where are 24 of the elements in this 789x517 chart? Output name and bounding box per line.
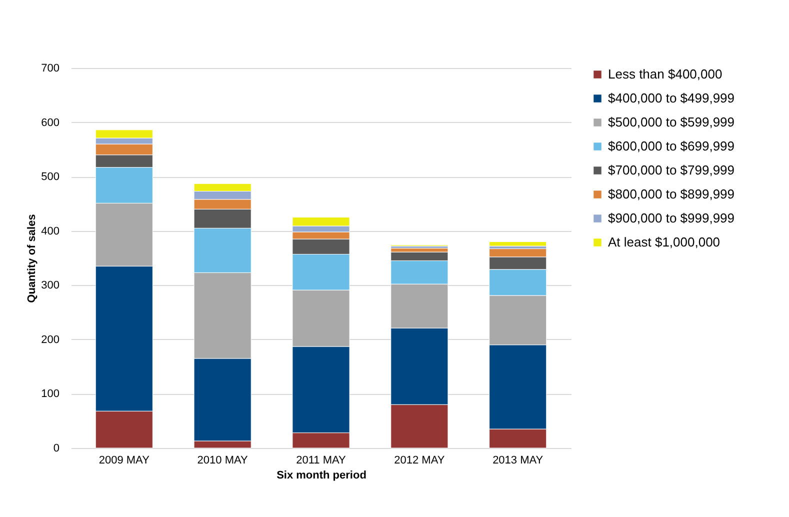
y-tick-label: 600 (41, 116, 60, 129)
legend-label: $700,000 to $799,999 (608, 162, 735, 178)
legend-label: At least $1,000,000 (608, 234, 720, 250)
x-tick-label: 2013 MAY (492, 454, 544, 466)
legend-label: Less than $400,000 (608, 66, 722, 82)
legend-label: $800,000 to $899,999 (608, 186, 735, 202)
bar (489, 241, 547, 246)
y-tick-label: 400 (41, 225, 60, 238)
x-tick-label: 2010 MAY (197, 454, 249, 466)
y-tick-label: 0 (53, 442, 60, 454)
legend-label: $400,000 to $499,999 (608, 90, 735, 106)
y-tick-label: 100 (41, 388, 60, 400)
x-tick-label: 2011 MAY (296, 454, 347, 466)
legend-label: $600,000 to $699,999 (608, 138, 735, 154)
x-axis-title: Six month period (276, 470, 366, 482)
x-tick-label: 2012 MAY (394, 454, 446, 466)
x-tick-label: 2009 MAY (98, 454, 150, 466)
y-tick-label: 700 (41, 62, 60, 74)
y-tick-label: 500 (41, 171, 60, 184)
y-axis-title: Quantity of sales (26, 214, 38, 303)
legend-label: $500,000 to $599,999 (608, 114, 735, 130)
legend-label: $900,000 to $999,999 (608, 210, 735, 226)
y-tick-label: 200 (41, 334, 60, 346)
y-tick-label: 300 (41, 280, 60, 292)
